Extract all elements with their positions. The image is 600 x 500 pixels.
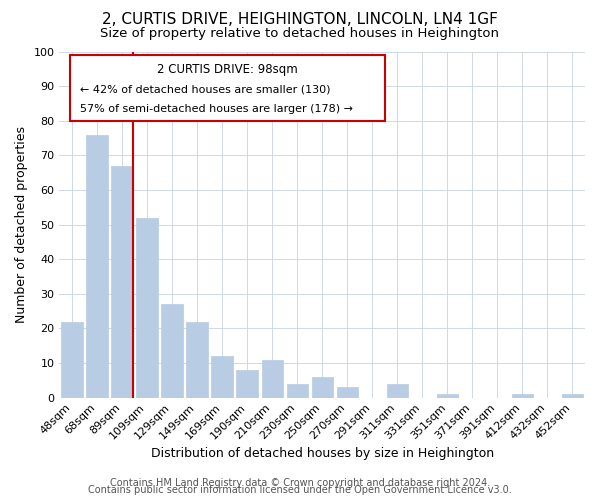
Text: Contains HM Land Registry data © Crown copyright and database right 2024.: Contains HM Land Registry data © Crown c… bbox=[110, 478, 490, 488]
Bar bbox=[112, 166, 133, 398]
Bar bbox=[161, 304, 182, 398]
Bar bbox=[386, 384, 408, 398]
Text: Size of property relative to detached houses in Heighington: Size of property relative to detached ho… bbox=[101, 28, 499, 40]
Bar bbox=[61, 322, 83, 398]
Bar bbox=[262, 360, 283, 398]
Bar bbox=[187, 322, 208, 398]
Bar bbox=[512, 394, 533, 398]
Y-axis label: Number of detached properties: Number of detached properties bbox=[15, 126, 28, 323]
Bar bbox=[136, 218, 158, 398]
X-axis label: Distribution of detached houses by size in Heighington: Distribution of detached houses by size … bbox=[151, 447, 494, 460]
Bar bbox=[562, 394, 583, 398]
Bar bbox=[86, 134, 107, 398]
Bar bbox=[337, 388, 358, 398]
FancyBboxPatch shape bbox=[70, 55, 385, 120]
Text: 2, CURTIS DRIVE, HEIGHINGTON, LINCOLN, LN4 1GF: 2, CURTIS DRIVE, HEIGHINGTON, LINCOLN, L… bbox=[102, 12, 498, 28]
Bar bbox=[287, 384, 308, 398]
Bar bbox=[437, 394, 458, 398]
Bar bbox=[311, 377, 333, 398]
Bar bbox=[236, 370, 258, 398]
Text: 57% of semi-detached houses are larger (178) →: 57% of semi-detached houses are larger (… bbox=[80, 104, 353, 114]
Text: 2 CURTIS DRIVE: 98sqm: 2 CURTIS DRIVE: 98sqm bbox=[157, 63, 298, 76]
Text: Contains public sector information licensed under the Open Government Licence v3: Contains public sector information licen… bbox=[88, 485, 512, 495]
Text: ← 42% of detached houses are smaller (130): ← 42% of detached houses are smaller (13… bbox=[80, 84, 331, 94]
Bar bbox=[211, 356, 233, 398]
